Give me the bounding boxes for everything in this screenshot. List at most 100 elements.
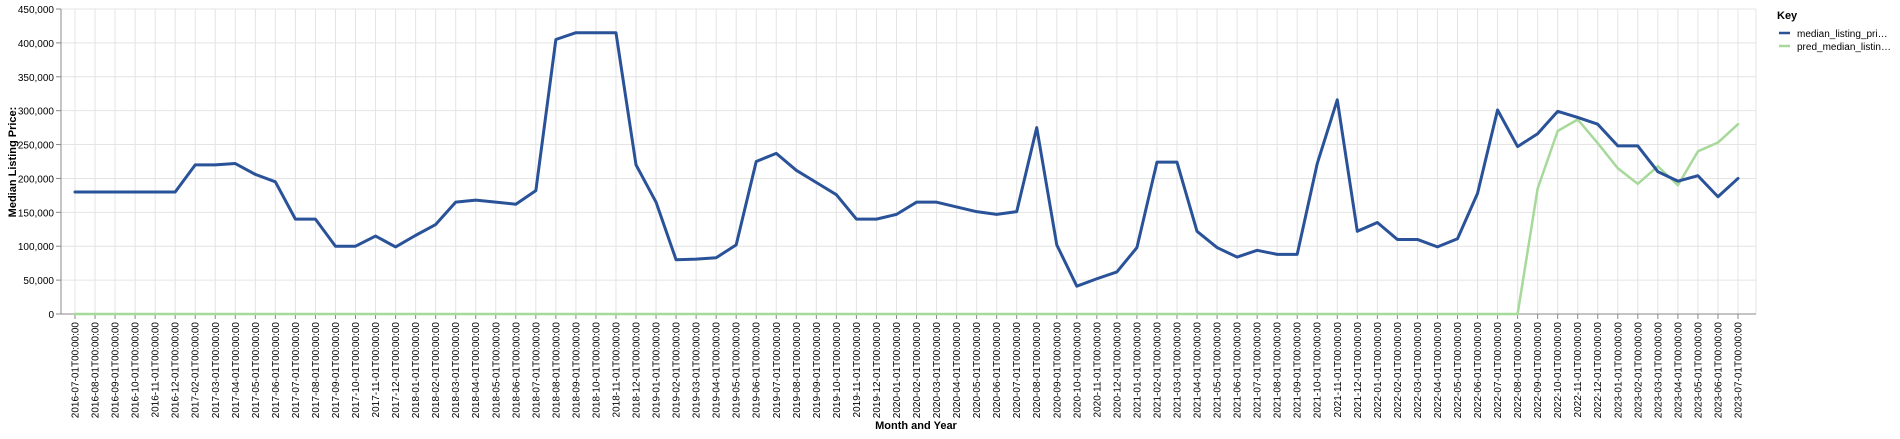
x-tick-label: 2020-07-01T00:00:00 <box>1012 322 1023 419</box>
x-tick-label: 2021-01-01T00:00:00 <box>1132 322 1143 419</box>
y-tick-label: 200,000 <box>18 174 55 185</box>
x-tick-label: 2021-07-01T00:00:00 <box>1253 322 1264 419</box>
y-axis: 0 50,000 100,000 150,000 200,000 250,000 300,0… <box>18 5 62 321</box>
y-tick-label: 250,000 <box>18 141 55 152</box>
x-tick-label: 2019-09-01T00:00:00 <box>812 322 823 419</box>
x-tick-label: 2019-06-01T00:00:00 <box>752 322 763 419</box>
x-tick-label: 2018-08-01T00:00:00 <box>551 322 562 419</box>
x-tick-label: 2023-03-01T00:00:00 <box>1653 322 1664 419</box>
x-tick-label: 2017-06-01T00:00:00 <box>271 322 282 419</box>
x-tick-label: 2017-09-01T00:00:00 <box>331 322 342 419</box>
x-tick-label: 2016-07-01T00:00:00 <box>71 322 82 419</box>
x-tick-label: 2018-10-01T00:00:00 <box>591 322 602 419</box>
x-axis: 2016-07-01T00:00:00 2016-08-01T00:00:00 20… <box>61 313 1756 419</box>
x-tick-label: 2019-11-01T00:00:00 <box>852 322 863 418</box>
x-tick-label: 2021-06-01T00:00:00 <box>1233 322 1244 419</box>
x-tick-label: 2020-08-01T00:00:00 <box>1032 322 1043 419</box>
x-tick-label: 2020-02-01T00:00:00 <box>912 322 923 419</box>
x-tick-label: 2022-08-01T00:00:00 <box>1513 322 1524 419</box>
x-tick-label: 2022-01-01T00:00:00 <box>1373 322 1384 419</box>
x-tick-label: 2017-07-01T00:00:00 <box>291 322 302 419</box>
x-tick-label: 2021-05-01T00:00:00 <box>1213 322 1224 419</box>
x-tick-label: 2022-03-01T00:00:00 <box>1413 322 1424 419</box>
y-tick-label: 100,000 <box>18 242 55 253</box>
x-tick-label: 2022-07-01T00:00:00 <box>1493 322 1504 419</box>
x-axis-title: Month and Year <box>875 420 957 432</box>
x-tick-label: 2019-08-01T00:00:00 <box>792 322 803 419</box>
x-tick-label: 2022-10-01T00:00:00 <box>1553 322 1564 419</box>
x-tick-label: 2020-10-01T00:00:00 <box>1072 322 1083 419</box>
x-tick-label: 2018-07-01T00:00:00 <box>531 322 542 419</box>
x-tick-label: 2020-12-01T00:00:00 <box>1112 322 1123 419</box>
y-tick-label: 400,000 <box>18 39 55 50</box>
x-tick-label: 2023-06-01T00:00:00 <box>1713 322 1724 419</box>
x-tick-label: 2022-05-01T00:00:00 <box>1453 322 1464 419</box>
y-tick-label: 0 <box>48 310 54 321</box>
y-tick-label: 450,000 <box>18 5 55 16</box>
x-tick-label: 2017-08-01T00:00:00 <box>311 322 322 419</box>
y-axis-title: Median Listing Price: <box>7 107 19 218</box>
x-tick-label: 2019-12-01T00:00:00 <box>872 322 883 419</box>
x-tick-label: 2018-04-01T00:00:00 <box>471 322 482 419</box>
x-tick-label: 2020-01-01T00:00:00 <box>892 322 903 419</box>
x-tick-label: 2017-10-01T00:00:00 <box>351 322 362 419</box>
x-tick-label: 2022-06-01T00:00:00 <box>1473 322 1484 419</box>
grid <box>61 8 1757 315</box>
x-tick-label: 2020-06-01T00:00:00 <box>992 322 1003 419</box>
x-tick-label: 2021-09-01T00:00:00 <box>1293 322 1304 419</box>
x-tick-label: 2019-02-01T00:00:00 <box>672 322 683 419</box>
x-tick-label: 2017-02-01T00:00:00 <box>191 322 202 419</box>
x-tick-label: 2019-05-01T00:00:00 <box>732 322 743 419</box>
x-tick-label: 2019-04-01T00:00:00 <box>712 322 723 419</box>
x-tick-label: 2016-12-01T00:00:00 <box>171 322 182 419</box>
series-line-pred-median-listing-price <box>73 118 1740 316</box>
x-tick-label: 2020-11-01T00:00:00 <box>1092 322 1103 418</box>
x-tick-label: 2018-05-01T00:00:00 <box>491 322 502 419</box>
x-tick-label: 2022-11-01T00:00:00 <box>1573 322 1584 418</box>
legend-title: Key <box>1777 10 1798 22</box>
x-tick-label: 2021-12-01T00:00:00 <box>1353 322 1364 419</box>
x-tick-label: 2019-10-01T00:00:00 <box>832 322 843 419</box>
x-tick-label: 2018-09-01T00:00:00 <box>571 322 582 419</box>
x-tick-label: 2023-02-01T00:00:00 <box>1633 322 1644 419</box>
x-tick-label: 2018-11-01T00:00:00 <box>611 322 622 418</box>
x-tick-label: 2016-08-01T00:00:00 <box>91 322 102 419</box>
x-tick-label: 2019-07-01T00:00:00 <box>772 322 783 419</box>
y-tick-label: 50,000 <box>23 276 54 287</box>
plot-area <box>73 31 1740 316</box>
x-tick-label: 2020-09-01T00:00:00 <box>1052 322 1063 419</box>
x-tick-label: 2021-02-01T00:00:00 <box>1152 322 1163 419</box>
x-tick-label: 2022-02-01T00:00:00 <box>1393 322 1404 419</box>
x-tick-label: 2020-03-01T00:00:00 <box>932 322 943 419</box>
x-tick-label: 2021-11-01T00:00:00 <box>1333 322 1344 418</box>
x-tick-label: 2023-07-01T00:00:00 <box>1734 322 1745 419</box>
x-tick-label: 2017-03-01T00:00:00 <box>211 322 222 419</box>
x-tick-label: 2021-10-01T00:00:00 <box>1313 322 1324 419</box>
legend-label: median_listing_pri… <box>1797 29 1888 40</box>
x-tick-label: 2020-04-01T00:00:00 <box>952 322 963 419</box>
x-tick-label: 2020-05-01T00:00:00 <box>972 322 983 419</box>
x-tick-label: 2018-02-01T00:00:00 <box>431 322 442 419</box>
x-tick-label: 2023-05-01T00:00:00 <box>1693 322 1704 419</box>
y-tick-label: 300,000 <box>18 107 55 118</box>
x-tick-label: 2016-11-01T00:00:00 <box>151 322 162 418</box>
x-tick-label: 2022-12-01T00:00:00 <box>1593 322 1604 419</box>
x-tick-label: 2019-03-01T00:00:00 <box>692 322 703 419</box>
x-tick-label: 2021-03-01T00:00:00 <box>1172 322 1183 419</box>
x-tick-label: 2023-04-01T00:00:00 <box>1673 322 1684 419</box>
x-tick-label: 2021-04-01T00:00:00 <box>1193 322 1204 419</box>
x-tick-label: 2018-01-01T00:00:00 <box>411 322 422 419</box>
x-tick-label: 2017-11-01T00:00:00 <box>371 322 382 418</box>
series-line-median-listing-price <box>73 31 1740 288</box>
x-tick-label: 2019-01-01T00:00:00 <box>652 322 663 419</box>
y-tick-label: 150,000 <box>18 208 55 219</box>
x-tick-label: 2016-09-01T00:00:00 <box>111 322 122 419</box>
legend: Key median_listing_pri… pred_median_listi… <box>1777 10 1891 53</box>
x-tick-label: 2018-03-01T00:00:00 <box>451 322 462 419</box>
x-tick-label: 2017-12-01T00:00:00 <box>391 322 402 419</box>
x-tick-label: 2017-05-01T00:00:00 <box>251 322 262 419</box>
legend-label: pred_median_listin… <box>1797 42 1891 53</box>
x-tick-label: 2018-12-01T00:00:00 <box>632 322 643 419</box>
